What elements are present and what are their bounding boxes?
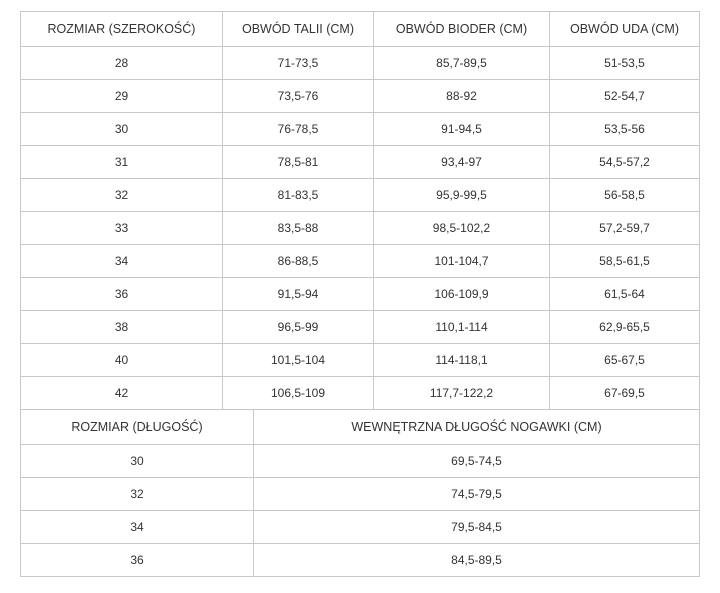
column-header: ROZMIAR (DŁUGOŚĆ)	[20, 409, 254, 445]
table-cell: 101-104,7	[373, 244, 550, 278]
table-cell: 30	[20, 444, 254, 478]
length-size-table: ROZMIAR (DŁUGOŚĆ) WEWNĘTRZNA DŁUGOŚĆ NOGA…	[20, 409, 700, 577]
table-cell: 53,5-56	[549, 112, 700, 146]
table-row: 31 78,5-81 93,4-97 54,5-57,2	[20, 145, 700, 179]
table-cell: 42	[20, 376, 223, 410]
table-cell: 69,5-74,5	[253, 444, 700, 478]
table-cell: 98,5-102,2	[373, 211, 550, 245]
table-cell: 52-54,7	[549, 79, 700, 113]
table-cell: 73,5-76	[222, 79, 374, 113]
table-row: 33 83,5-88 98,5-102,2 57,2-59,7	[20, 211, 700, 245]
table-cell: 74,5-79,5	[253, 477, 700, 511]
header-row: ROZMIAR (SZEROKOŚĆ) OBWÓD TALII (CM) OBWÓD…	[20, 11, 700, 47]
table-cell: 91-94,5	[373, 112, 550, 146]
table-cell: 34	[20, 510, 254, 544]
table-cell: 29	[20, 79, 223, 113]
table-cell: 95,9-99,5	[373, 178, 550, 212]
column-header: ROZMIAR (SZEROKOŚĆ)	[20, 11, 223, 47]
table-cell: 81-83,5	[222, 178, 374, 212]
table-cell: 79,5-84,5	[253, 510, 700, 544]
table-cell: 78,5-81	[222, 145, 374, 179]
table-row: 42 106,5-109 117,7-122,2 67-69,5	[20, 376, 700, 410]
table-cell: 28	[20, 46, 223, 80]
table-cell: 117,7-122,2	[373, 376, 550, 410]
table-cell: 34	[20, 244, 223, 278]
table-cell: 76-78,5	[222, 112, 374, 146]
table-cell: 106-109,9	[373, 277, 550, 311]
table-cell: 71-73,5	[222, 46, 374, 80]
table-cell: 40	[20, 343, 223, 377]
table-cell: 88-92	[373, 79, 550, 113]
column-header: WEWNĘTRZNA DŁUGOŚĆ NOGAWKI (CM)	[253, 409, 700, 445]
table-cell: 96,5-99	[222, 310, 374, 344]
table-cell: 106,5-109	[222, 376, 374, 410]
header-row: ROZMIAR (DŁUGOŚĆ) WEWNĘTRZNA DŁUGOŚĆ NOGA…	[20, 409, 700, 445]
table-cell: 84,5-89,5	[253, 543, 700, 577]
table-cell: 61,5-64	[549, 277, 700, 311]
table-row: 38 96,5-99 110,1-114 62,9-65,5	[20, 310, 700, 344]
table-row: 30 69,5-74,5	[20, 444, 700, 478]
table-cell: 36	[20, 277, 223, 311]
table-cell: 56-58,5	[549, 178, 700, 212]
table-cell: 32	[20, 477, 254, 511]
table-row: 34 79,5-84,5	[20, 510, 700, 544]
table-cell: 86-88,5	[222, 244, 374, 278]
column-header: OBWÓD BIODER (CM)	[373, 11, 550, 47]
table-cell: 30	[20, 112, 223, 146]
table-row: 30 76-78,5 91-94,5 53,5-56	[20, 112, 700, 146]
table-cell: 110,1-114	[373, 310, 550, 344]
table-cell: 85,7-89,5	[373, 46, 550, 80]
table-cell: 114-118,1	[373, 343, 550, 377]
table-cell: 93,4-97	[373, 145, 550, 179]
table-cell: 101,5-104	[222, 343, 374, 377]
table-row: 29 73,5-76 88-92 52-54,7	[20, 79, 700, 113]
table-row: 40 101,5-104 114-118,1 65-67,5	[20, 343, 700, 377]
column-header: OBWÓD TALII (CM)	[222, 11, 374, 47]
table-cell: 31	[20, 145, 223, 179]
table-cell: 57,2-59,7	[549, 211, 700, 245]
table-cell: 33	[20, 211, 223, 245]
table-row: 36 84,5-89,5	[20, 543, 700, 577]
table-cell: 62,9-65,5	[549, 310, 700, 344]
table-cell: 54,5-57,2	[549, 145, 700, 179]
table-cell: 51-53,5	[549, 46, 700, 80]
table-row: 34 86-88,5 101-104,7 58,5-61,5	[20, 244, 700, 278]
table-cell: 65-67,5	[549, 343, 700, 377]
table-cell: 38	[20, 310, 223, 344]
table-cell: 32	[20, 178, 223, 212]
table-row: 32 81-83,5 95,9-99,5 56-58,5	[20, 178, 700, 212]
table-row: 32 74,5-79,5	[20, 477, 700, 511]
table-cell: 67-69,5	[549, 376, 700, 410]
table-row: 36 91,5-94 106-109,9 61,5-64	[20, 277, 700, 311]
waist-size-table: ROZMIAR (SZEROKOŚĆ) OBWÓD TALII (CM) OBWÓD…	[20, 11, 700, 410]
table-cell: 58,5-61,5	[549, 244, 700, 278]
table-cell: 83,5-88	[222, 211, 374, 245]
table-cell: 91,5-94	[222, 277, 374, 311]
table-row: 28 71-73,5 85,7-89,5 51-53,5	[20, 46, 700, 80]
column-header: OBWÓD UDA (CM)	[549, 11, 700, 47]
table-cell: 36	[20, 543, 254, 577]
